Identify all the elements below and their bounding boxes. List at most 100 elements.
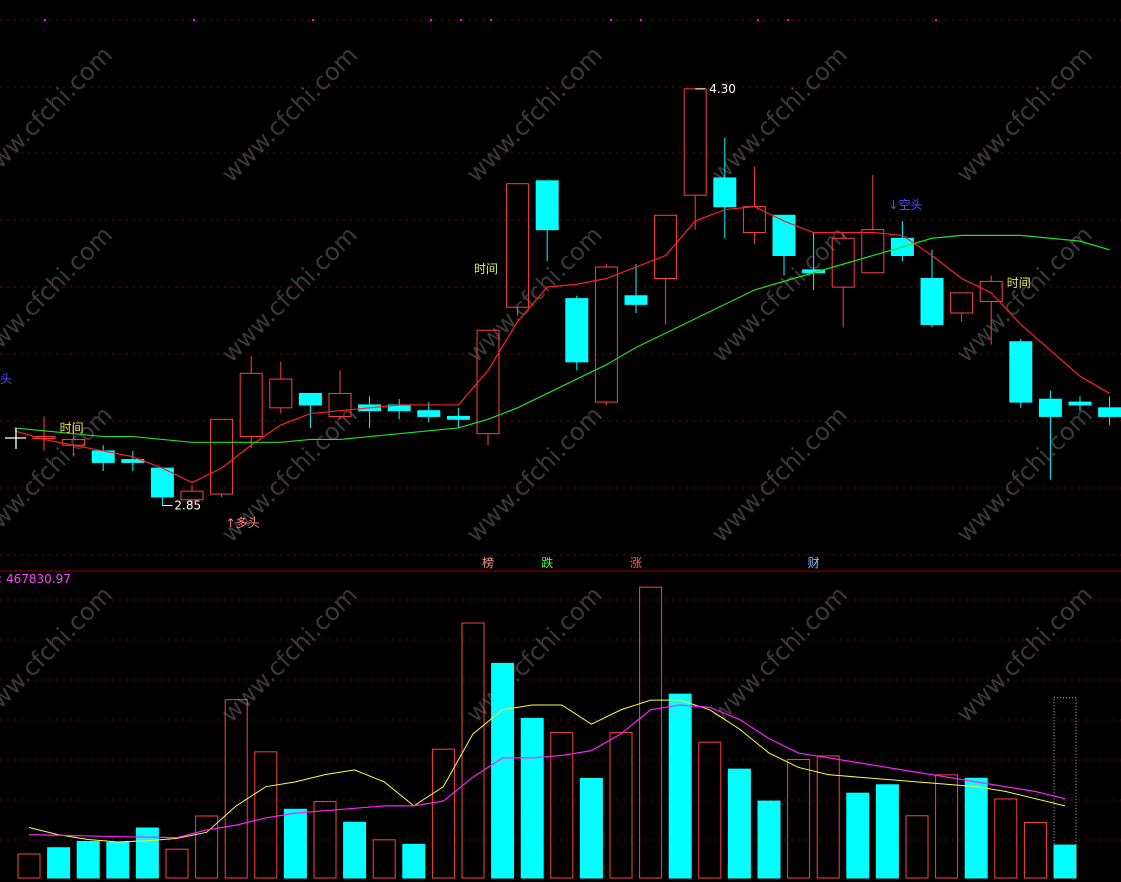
top-dot <box>640 19 642 21</box>
watermark-text: www.cfchi.com <box>951 41 1098 188</box>
signal-annotation: 时间 <box>60 421 84 435</box>
candle-body <box>1098 407 1121 417</box>
volume-bar <box>875 784 899 879</box>
candle-body <box>624 295 648 305</box>
current-volume-outline <box>1053 697 1077 879</box>
signal-annotation: 时间 <box>474 262 498 276</box>
watermark-layer: www.cfchi.com www.cfchi.com www.cfchi.com w… <box>0 41 1098 728</box>
candlestick-series <box>32 88 1121 506</box>
watermark-text: www.cfchi.com <box>706 401 853 548</box>
volume-bar <box>343 821 367 879</box>
volume-bar <box>579 778 603 879</box>
top-dot <box>757 19 759 21</box>
top-dot <box>312 19 314 21</box>
candle-body <box>683 88 707 196</box>
candle-body <box>239 372 263 438</box>
watermark-text: www.cfchi.com <box>216 41 363 188</box>
volume-bar <box>639 586 663 879</box>
moving-average-lines <box>14 206 1110 484</box>
volume-bar <box>816 755 840 879</box>
annotations: 4.302.85时间时间时间↑多头↓空头头榜跌涨财 <box>0 82 1031 570</box>
grid-lines <box>0 19 1121 841</box>
watermark-text: www.cfchi.com <box>706 41 853 188</box>
watermark-text: www.cfchi.com <box>0 221 118 368</box>
volume-ma-a-line <box>28 699 1066 843</box>
candle-body <box>506 183 530 308</box>
candle-body <box>417 410 441 417</box>
candle-body <box>861 229 885 274</box>
volume-bar <box>935 774 959 879</box>
volume-bar <box>846 792 870 879</box>
candle-body <box>1068 401 1092 406</box>
volume-ma-lines <box>28 699 1066 843</box>
volume-bar <box>787 759 811 879</box>
volume-bar <box>461 622 485 879</box>
watermark-text: www.cfchi.com <box>0 581 118 728</box>
volume-bar <box>195 815 219 879</box>
watermark-text: www.cfchi.com <box>461 581 608 728</box>
candle-body <box>446 415 470 420</box>
candle-body <box>1009 341 1033 403</box>
candle-body <box>269 378 293 409</box>
signal-annotation: 头 <box>0 372 12 386</box>
event-marker: 财 <box>808 556 820 570</box>
crosshair-cursor-icon <box>5 428 26 449</box>
volume-bar <box>491 662 515 879</box>
volume-bar <box>431 748 455 879</box>
volume-bar <box>135 827 159 879</box>
watermark-text: www.cfchi.com <box>216 221 363 368</box>
top-dot <box>44 19 46 21</box>
candle-body <box>328 392 352 417</box>
candle-body <box>298 392 322 406</box>
candle-body <box>180 490 204 501</box>
candle-body <box>772 214 796 257</box>
volume-bar <box>1053 844 1077 879</box>
volume-bar <box>254 751 278 879</box>
watermark-text: www.cfchi.com <box>461 401 608 548</box>
volume-bar <box>698 741 722 879</box>
volume-bar <box>905 815 929 879</box>
candle-body <box>210 418 234 495</box>
volume-bar <box>47 847 71 879</box>
signal-annotation: 时间 <box>1007 276 1031 290</box>
candle-body <box>565 298 589 363</box>
volume-value-label: 467830.97 <box>6 572 71 586</box>
volume-bar <box>106 841 130 879</box>
watermark-text: www.cfchi.com <box>951 401 1098 548</box>
volume-bar <box>668 693 692 879</box>
event-marker: 跌 <box>541 555 553 570</box>
volume-ma-b-line <box>28 704 1066 839</box>
volume-bar <box>1023 821 1047 879</box>
volume-bar <box>165 848 189 879</box>
volume-bar <box>520 717 544 879</box>
candle-body <box>32 436 56 440</box>
candle-body <box>594 266 618 403</box>
candle-body <box>476 329 500 435</box>
volume-label-prefix: : <box>0 572 2 586</box>
top-dot <box>460 19 462 21</box>
watermark-text: www.cfchi.com <box>216 581 363 728</box>
candle-body <box>654 214 678 280</box>
volume-bar <box>372 839 396 879</box>
candle-body <box>1038 398 1062 417</box>
watermark-text: www.cfchi.com <box>0 41 118 188</box>
top-dot <box>193 19 195 21</box>
top-dot <box>787 19 789 21</box>
candle-body <box>979 280 1003 302</box>
signal-annotation: ↓空头 <box>888 198 922 212</box>
candle-body <box>535 180 559 231</box>
candle-body <box>713 177 737 208</box>
high-price-label: 4.30 <box>709 82 736 96</box>
volume-bar <box>402 843 426 879</box>
ma-short-line <box>14 206 1110 484</box>
volume-bar <box>224 699 248 879</box>
signal-annotation: ↑多头 <box>226 516 260 530</box>
volume-bar <box>727 768 751 879</box>
volume-bar <box>757 800 781 879</box>
volume-bar <box>994 798 1018 879</box>
candle-body <box>831 237 855 288</box>
top-dot <box>935 19 937 21</box>
event-marker: 榜 <box>482 555 494 570</box>
watermark-text: www.cfchi.com <box>461 41 608 188</box>
